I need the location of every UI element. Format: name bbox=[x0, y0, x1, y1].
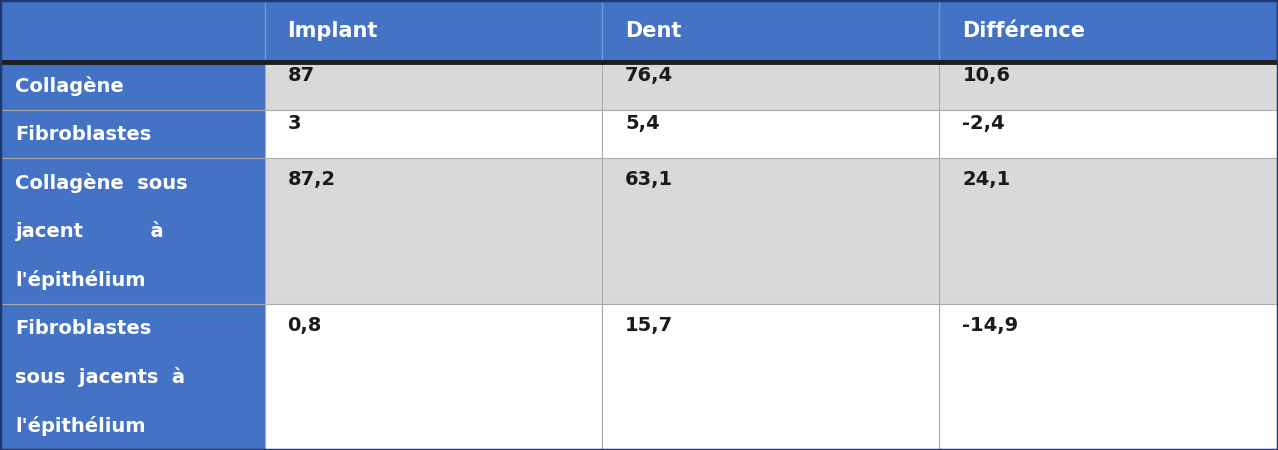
Bar bbox=[939, 304, 1278, 450]
Bar bbox=[602, 110, 939, 158]
Text: l'épithélium: l'épithélium bbox=[15, 270, 146, 290]
Text: 5,4: 5,4 bbox=[625, 114, 659, 133]
Text: 76,4: 76,4 bbox=[625, 66, 674, 85]
Bar bbox=[602, 158, 939, 304]
Bar bbox=[265, 110, 602, 158]
Bar bbox=[265, 0, 602, 62]
Bar bbox=[0, 62, 265, 110]
Bar bbox=[0, 0, 265, 62]
Bar bbox=[265, 62, 602, 110]
Text: 24,1: 24,1 bbox=[962, 170, 1011, 189]
Text: Implant: Implant bbox=[288, 21, 378, 41]
Bar bbox=[0, 304, 265, 450]
Text: sous  jacents  à: sous jacents à bbox=[15, 367, 185, 387]
Text: jacent          à: jacent à bbox=[15, 221, 164, 241]
Text: 15,7: 15,7 bbox=[625, 316, 674, 335]
Bar bbox=[602, 62, 939, 110]
Text: 10,6: 10,6 bbox=[962, 66, 1011, 85]
Text: 63,1: 63,1 bbox=[625, 170, 674, 189]
Text: -14,9: -14,9 bbox=[962, 316, 1019, 335]
Text: 0,8: 0,8 bbox=[288, 316, 322, 335]
Bar bbox=[0, 158, 265, 304]
Text: 87,2: 87,2 bbox=[288, 170, 336, 189]
Bar bbox=[939, 158, 1278, 304]
Bar bbox=[265, 304, 602, 450]
Bar bbox=[939, 0, 1278, 62]
Text: Dent: Dent bbox=[625, 21, 681, 41]
Bar bbox=[602, 304, 939, 450]
Text: 87: 87 bbox=[288, 66, 314, 85]
Text: -2,4: -2,4 bbox=[962, 114, 1005, 133]
Text: Fibroblastes: Fibroblastes bbox=[15, 125, 152, 144]
Bar bbox=[602, 0, 939, 62]
Text: l'épithélium: l'épithélium bbox=[15, 416, 146, 436]
Bar bbox=[0, 110, 265, 158]
Bar bbox=[939, 110, 1278, 158]
Text: Collagène: Collagène bbox=[15, 76, 124, 96]
Bar bbox=[939, 62, 1278, 110]
Text: Différence: Différence bbox=[962, 21, 1085, 41]
Bar bbox=[265, 158, 602, 304]
Text: 3: 3 bbox=[288, 114, 302, 133]
Text: Fibroblastes: Fibroblastes bbox=[15, 319, 152, 338]
Text: Collagène  sous: Collagène sous bbox=[15, 173, 188, 193]
